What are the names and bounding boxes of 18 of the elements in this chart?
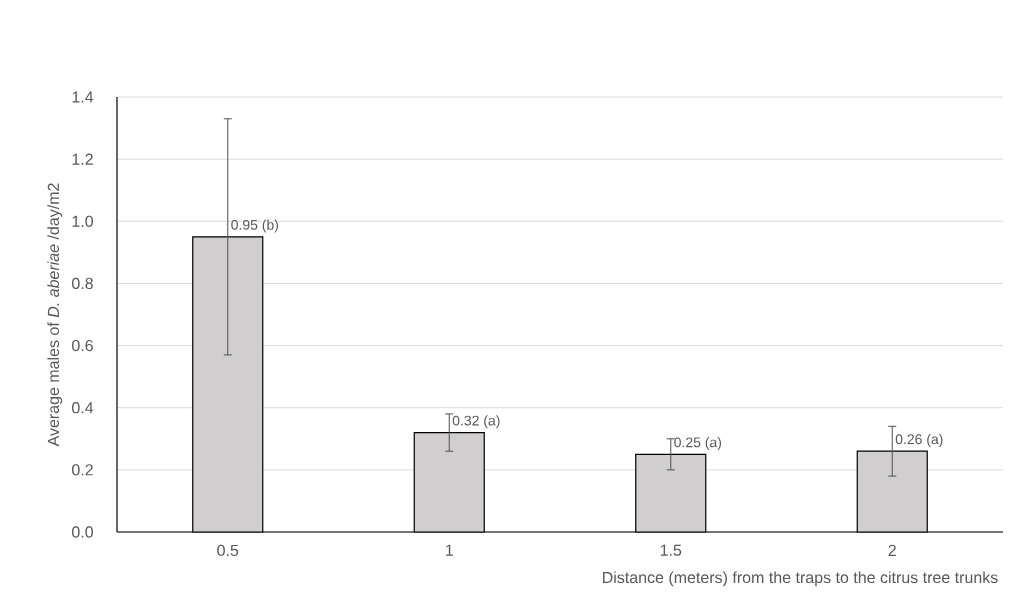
- x-tick-label: 1: [446, 544, 453, 556]
- y-tick-label: 0.0: [72, 526, 94, 538]
- x-tick-label: 2: [888, 544, 896, 556]
- data-label: 0.32 (a): [452, 415, 500, 429]
- y-axis-title: Average males of D. aberiae /day/m2: [47, 183, 63, 447]
- y-tick-label: 1.0: [72, 215, 94, 227]
- y-tick-label: 0.4: [72, 402, 94, 414]
- data-label: 0.26 (a): [895, 433, 943, 447]
- data-label: 0.95 (b): [231, 219, 279, 233]
- data-label: 0.25 (a): [674, 437, 722, 451]
- y-tick-label: 0.2: [72, 464, 93, 476]
- y-tick-label: 0.8: [72, 277, 93, 290]
- x-tick-label: 0.5: [217, 544, 239, 557]
- x-tick-label: 1.5: [660, 544, 682, 556]
- x-axis-title: Distance (meters) from the traps to the citrus tree trunks: [603, 571, 998, 587]
- y-tick-label: 1.4: [72, 91, 94, 103]
- y-tick-label: 1.2: [72, 153, 93, 165]
- y-tick-label: 0.6: [72, 339, 93, 352]
